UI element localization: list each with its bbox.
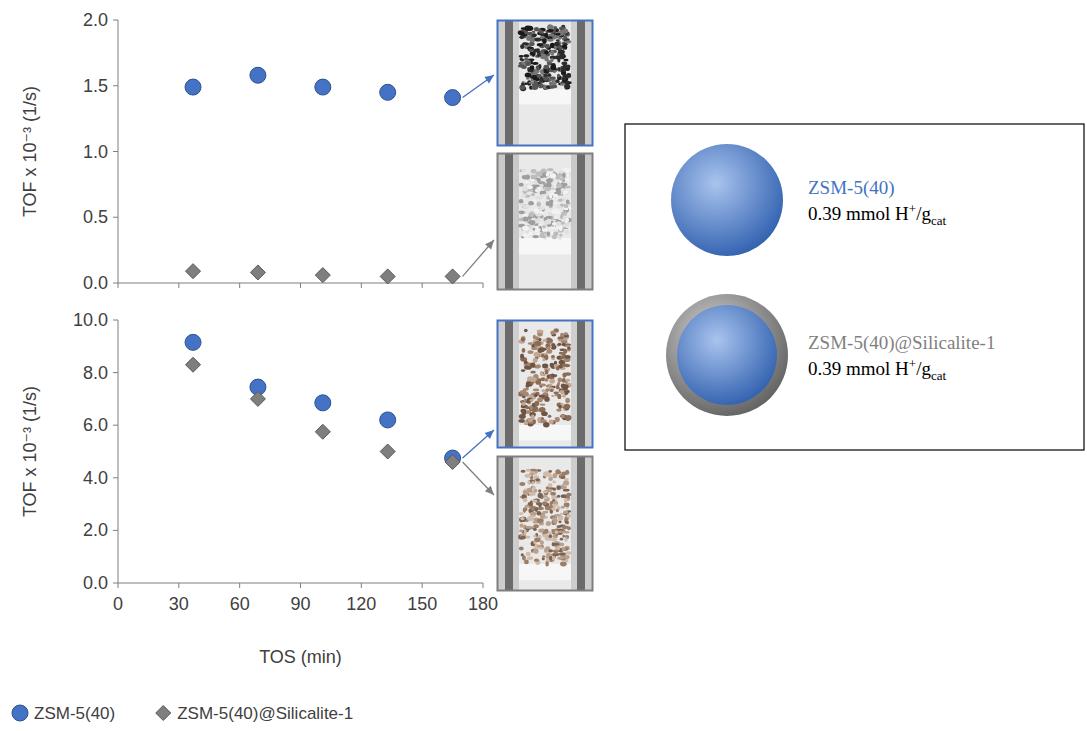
x-tick [483,583,484,588]
x-tick [118,283,119,288]
schematic: ZSM-5(40)0.39 mmol H+/gcatZSM-5(40)@Sili… [625,124,1084,450]
y-tick [113,372,118,373]
panel: 0.0 0.5 1.0 1.5 2.0 TOF x 10⁻³ (1/s) [20,10,483,293]
acid-sup: + [909,201,916,216]
data-point [445,455,460,470]
x-tick [239,583,240,588]
y-tick [113,85,118,86]
sphere [677,305,777,405]
arrow [463,75,494,98]
x-tick [483,283,484,288]
data-point [380,269,395,284]
data-point [186,264,201,279]
arrow [463,240,494,276]
y-tick-label: 0.0 [83,273,108,293]
data-point [250,67,266,83]
legend-label: ZSM-5(40) [34,704,115,723]
x-tick [422,283,423,288]
marks [185,67,461,284]
legend-label: ZSM-5(40)@Silicalite-1 [177,704,353,723]
arrow [463,462,494,495]
y-tick [113,151,118,152]
x-tick-label: 30 [169,594,189,614]
x-tick [361,583,362,588]
y-tick-label: 1.0 [83,142,108,162]
acid-sites: 0.39 mmol H+/gcat [808,356,946,383]
panel: 0.0 2.0 4.0 6.0 8.0 10.0 0 30 60 90 120 150 180 TOF x… [20,310,498,667]
x-tick [422,583,423,588]
y-tick [113,477,118,478]
data-point [380,444,395,459]
acid-sup: + [909,356,916,371]
legend: ZSM-5(40) ZSM-5(40)@Silicalite-1 [12,704,353,723]
data-point [315,268,330,283]
data-point [380,84,396,100]
photo [497,456,593,591]
legend-marker [156,706,171,721]
canvas: 0.0 0.5 1.0 1.5 2.0 TOF x 10⁻³ (1/s) 0.0 2.0 4.0… [0,0,1087,731]
acid-mid: /g [916,203,931,224]
x-tick [178,583,179,588]
y-tick [113,425,118,426]
y-tick-label: 0.0 [83,573,108,593]
acid-mid: /g [916,358,931,379]
x-tick-label: 90 [290,594,310,614]
y-tick-label: 4.0 [83,468,108,488]
y-tick-label: 1.5 [83,76,108,96]
acid-text: 0.39 mmol H [808,358,909,379]
y-tick-label: 10.0 [73,310,108,330]
y-tick [113,217,118,218]
x-tick-label: 120 [346,594,376,614]
data-point [315,395,331,411]
data-point [380,412,396,428]
x-tick-label: 0 [113,594,123,614]
data-point [250,265,265,280]
marks [185,334,461,469]
y-axis-title: TOF x 10⁻³ (1/s) [20,86,40,217]
y-tick [113,283,118,284]
arrow [463,430,494,458]
photo [497,20,593,146]
data-point [445,90,461,106]
x-tick [300,583,301,588]
acid-sub: cat [931,368,947,383]
legend-marker [12,705,28,721]
x-tick [239,283,240,288]
x-tick [361,283,362,288]
acid-text: 0.39 mmol H [808,203,909,224]
y-tick [113,320,118,321]
y-tick [113,530,118,531]
acid-sub: cat [931,213,947,228]
data-point [445,269,460,284]
item-name: ZSM-5(40)@Silicalite-1 [808,332,995,354]
data-point [315,79,331,95]
x-tick [178,283,179,288]
acid-sites: 0.39 mmol H+/gcat [808,201,946,228]
y-tick-label: 8.0 [83,363,108,383]
x-tick-label: 180 [468,594,498,614]
data-point [186,357,201,372]
y-tick-label: 2.0 [83,520,108,540]
x-axis-title: TOS (min) [259,647,342,667]
data-point [250,391,265,406]
sphere [671,144,783,256]
x-tick-label: 60 [230,594,250,614]
y-axis [118,320,119,583]
item-name: ZSM-5(40) [808,177,895,199]
y-tick-label: 2.0 [83,10,108,30]
y-tick-label: 0.5 [83,207,108,227]
data-point [185,334,201,350]
x-tick [300,283,301,288]
shell [666,294,788,416]
x-tick [118,583,119,588]
x-tick-label: 150 [407,594,437,614]
data-point [185,79,201,95]
y-tick-label: 6.0 [83,415,108,435]
photo [497,320,593,448]
y-tick [113,583,118,584]
photo [497,153,593,290]
data-point [315,424,330,439]
y-tick [113,20,118,21]
y-axis-title: TOF x 10⁻³ (1/s) [20,386,40,517]
